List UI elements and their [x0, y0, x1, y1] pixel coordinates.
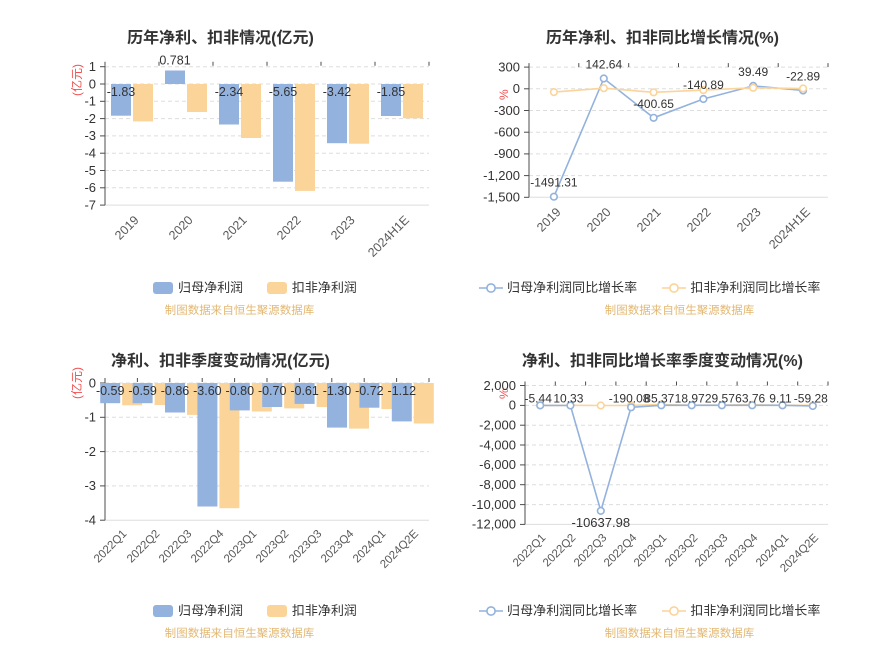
- svg-text:-2,000: -2,000: [479, 418, 516, 433]
- svg-text:-2: -2: [84, 444, 96, 459]
- svg-text:-10637.98: -10637.98: [572, 515, 631, 530]
- svg-text:-0.80: -0.80: [226, 384, 255, 398]
- svg-text:-8,000: -8,000: [479, 477, 516, 492]
- svg-text:9.11: 9.11: [769, 391, 792, 405]
- svg-text:10.33: 10.33: [553, 391, 583, 405]
- svg-text:85.37: 85.37: [644, 391, 674, 405]
- svg-text:-0.59: -0.59: [96, 384, 125, 398]
- svg-text:-59.28: -59.28: [794, 391, 828, 405]
- svg-text:-4,000: -4,000: [479, 437, 516, 452]
- svg-text:-1.85: -1.85: [377, 85, 406, 99]
- svg-text:-140.89: -140.89: [683, 78, 724, 92]
- svg-text:18.97: 18.97: [675, 391, 705, 405]
- svg-text:300: 300: [498, 59, 520, 74]
- svg-text:-0.70: -0.70: [258, 384, 287, 398]
- svg-text:0: 0: [509, 398, 516, 413]
- svg-text:-1.30: -1.30: [323, 384, 352, 398]
- svg-text:-600: -600: [494, 125, 520, 140]
- svg-text:-5: -5: [84, 163, 96, 178]
- svg-text:63.76: 63.76: [735, 391, 765, 405]
- svg-text:0: 0: [89, 375, 96, 390]
- svg-text:-10,000: -10,000: [472, 497, 516, 512]
- svg-text:-0.61: -0.61: [290, 384, 319, 398]
- svg-text:-1,500: -1,500: [483, 190, 520, 205]
- svg-text:29.57: 29.57: [705, 391, 735, 405]
- svg-text:-3: -3: [84, 128, 96, 143]
- svg-text:-1.12: -1.12: [388, 384, 417, 398]
- svg-text:-3: -3: [84, 478, 96, 493]
- svg-text:39.49: 39.49: [738, 65, 768, 79]
- svg-text:-22.89: -22.89: [786, 70, 820, 84]
- svg-text:0: 0: [513, 81, 520, 96]
- svg-text:-1491.31: -1491.31: [530, 176, 578, 190]
- svg-text:-4: -4: [84, 146, 96, 161]
- svg-text:0.781: 0.781: [159, 54, 190, 68]
- svg-text:1: 1: [89, 59, 96, 74]
- svg-text:-1: -1: [84, 410, 96, 425]
- svg-text:-0.59: -0.59: [128, 384, 157, 398]
- svg-text:-12,000: -12,000: [472, 517, 516, 532]
- svg-text:-900: -900: [494, 146, 520, 161]
- svg-text:-300: -300: [494, 103, 520, 118]
- svg-text:-7: -7: [84, 197, 96, 212]
- svg-text:-3.60: -3.60: [193, 384, 222, 398]
- svg-text:142.64: 142.64: [585, 58, 622, 72]
- svg-text:-5.65: -5.65: [269, 85, 298, 99]
- svg-text:-400.65: -400.65: [633, 97, 674, 111]
- svg-text:-1,200: -1,200: [483, 168, 520, 183]
- svg-text:-6,000: -6,000: [479, 457, 516, 472]
- svg-text:2,000: 2,000: [483, 378, 516, 393]
- svg-text:-0.72: -0.72: [355, 384, 384, 398]
- svg-text:-5.44: -5.44: [525, 391, 553, 405]
- svg-text:0: 0: [89, 76, 96, 91]
- svg-text:-3.42: -3.42: [323, 85, 352, 99]
- svg-text:-6: -6: [84, 180, 96, 195]
- svg-text:-2: -2: [84, 111, 96, 126]
- svg-text:-1: -1: [84, 94, 96, 109]
- svg-text:-1.83: -1.83: [107, 85, 136, 99]
- svg-text:-2.34: -2.34: [215, 85, 244, 99]
- svg-text:-0.86: -0.86: [161, 384, 190, 398]
- svg-text:-4: -4: [84, 513, 96, 528]
